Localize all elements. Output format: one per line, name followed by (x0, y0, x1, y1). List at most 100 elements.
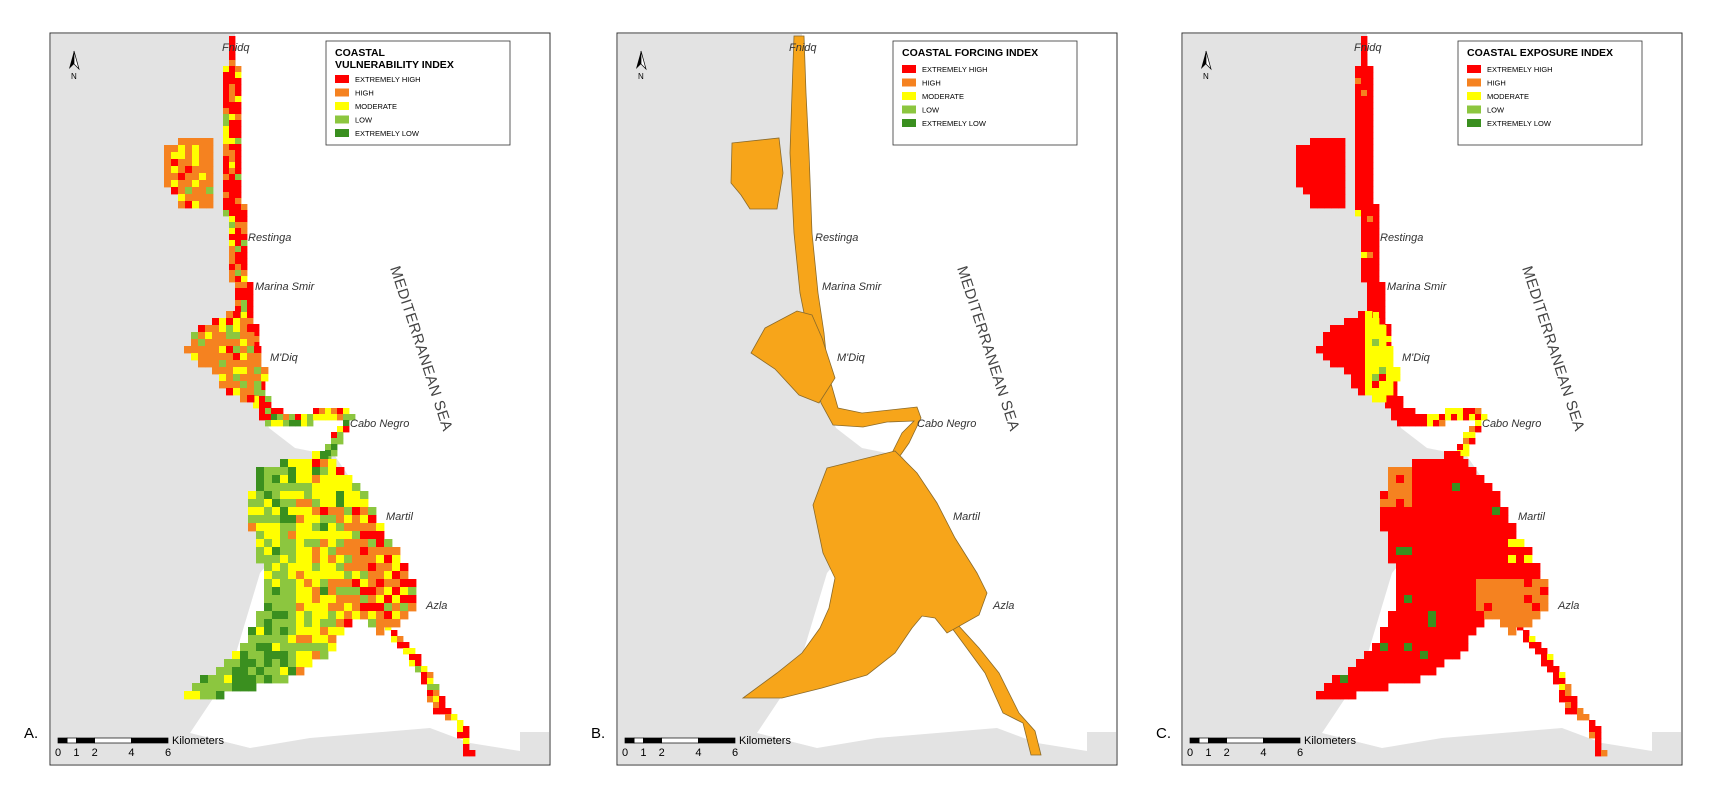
scale-tick-label: 2 (659, 747, 665, 759)
place-label: Restinga (1380, 232, 1423, 244)
legend-swatch (902, 119, 916, 127)
scale-tick-label: 6 (1297, 747, 1303, 759)
scale-tick-label: 4 (128, 747, 134, 759)
legend-swatch (902, 105, 916, 114)
legend-swatch (335, 75, 349, 83)
land-area (51, 34, 549, 764)
land-area (618, 34, 1116, 764)
legend-swatch (902, 78, 916, 87)
legend-title: COASTAL (335, 47, 386, 59)
legend-swatch (335, 115, 349, 124)
panel-label: C. (1156, 725, 1171, 742)
legend-item-label: HIGH (922, 79, 941, 88)
place-label: Azla (1557, 600, 1579, 612)
scale-tick-label: 6 (732, 747, 738, 759)
scale-tick-label: 1 (640, 747, 646, 759)
legend-item-label: EXTREMELY LOW (922, 119, 987, 128)
legend-swatch (1467, 105, 1481, 114)
legend-item-label: EXTREMELY HIGH (922, 65, 988, 74)
legend-item-label: MODERATE (1487, 92, 1529, 101)
place-label: Marina Smir (255, 281, 316, 293)
place-label: Fnidq (789, 42, 817, 54)
north-arrow-icon (1201, 51, 1206, 69)
place-label: Fnidq (222, 42, 250, 54)
forcing-zone-1 (730, 137, 784, 210)
place-label: Martil (386, 511, 413, 523)
place-label: M'Diq (1402, 352, 1431, 364)
legend-item-label: EXTREMELY LOW (355, 129, 420, 138)
legend-item-label: LOW (355, 116, 373, 125)
north-label: N (638, 72, 644, 81)
scale-tick-label: 2 (92, 747, 98, 759)
scale-tick-label: 1 (73, 747, 79, 759)
panel-label: B. (591, 725, 605, 742)
scale-tick-label: 2 (1224, 747, 1230, 759)
place-label: Restinga (815, 232, 858, 244)
place-label: Martil (953, 511, 980, 523)
scale-tick-label: 4 (695, 747, 701, 759)
place-label: Cabo Negro (1482, 418, 1541, 430)
legend-item-label: EXTREMELY HIGH (355, 75, 421, 84)
scale-tick-label: 6 (165, 747, 171, 759)
legend-swatch (902, 92, 916, 100)
legend-item-label: EXTREMELY LOW (1487, 119, 1552, 128)
place-label: Restinga (248, 232, 291, 244)
legend-swatch (335, 102, 349, 110)
legend-item-label: LOW (1487, 106, 1505, 115)
place-label: Cabo Negro (350, 418, 409, 430)
forcing-zone-2 (750, 310, 836, 404)
map-panel-c: Fnidq Restinga Marina Smir M'Diq Cabo Negro M… (1156, 32, 1683, 766)
legend-swatch (335, 129, 349, 137)
scale-tick-label: 0 (622, 747, 628, 759)
place-label: M'Diq (837, 352, 866, 364)
legend-item-label: EXTREMELY HIGH (1487, 65, 1553, 74)
panel-label: A. (24, 725, 38, 742)
map-panel-a: Fnidq Restinga Marina Smir M'Diq Cabo Negro M… (24, 32, 551, 766)
scale-tick-label: 0 (55, 747, 61, 759)
exposure-raster (1296, 36, 1608, 757)
legend-swatch (1467, 119, 1481, 127)
legend-item-label: HIGH (355, 89, 374, 98)
north-label: N (71, 72, 77, 81)
scale-unit-label: Kilometers (172, 735, 224, 747)
legend-swatch (335, 88, 349, 97)
place-label: Martil (1518, 511, 1545, 523)
legend-swatch (1467, 78, 1481, 87)
scale-tick-label: 4 (1260, 747, 1266, 759)
legend-swatch (902, 65, 916, 73)
scale-unit-label: Kilometers (739, 735, 791, 747)
place-label: Fnidq (1354, 42, 1382, 54)
legend-swatch (1467, 92, 1481, 100)
north-arrow-icon (636, 51, 641, 69)
place-label: Marina Smir (1387, 281, 1448, 293)
north-label: N (1203, 72, 1209, 81)
forcing-zone-0 (789, 35, 1042, 756)
place-label: M'Diq (270, 352, 299, 364)
north-arrow-icon (69, 51, 74, 69)
scale-unit-label: Kilometers (1304, 735, 1356, 747)
scale-tick-label: 1 (1205, 747, 1211, 759)
legend-item-label: HIGH (1487, 79, 1506, 88)
legend-title: VULNERABILITY INDEX (335, 59, 454, 71)
legend-swatch (1467, 65, 1481, 73)
land-area (1183, 34, 1681, 764)
forcing-zone-3 (741, 450, 988, 699)
place-label: Cabo Negro (917, 418, 976, 430)
legend: COASTAL FORCING INDEX EXTREMELY HIGH HIGH M… (892, 40, 1078, 146)
legend: COASTAL EXPOSURE INDEX EXTREMELY HIGH HIGH… (1457, 40, 1643, 146)
legend-title: COASTAL FORCING INDEX (902, 47, 1038, 59)
legend-item-label: MODERATE (922, 92, 964, 101)
legend-item-label: MODERATE (355, 102, 397, 111)
map-panel-b: Fnidq Restinga Marina Smir M'Diq Cabo Negro M… (591, 32, 1118, 766)
vulnerability-raster (164, 36, 476, 757)
scale-tick-label: 0 (1187, 747, 1193, 759)
legend-title: COASTAL EXPOSURE INDEX (1467, 47, 1613, 59)
place-label: Marina Smir (822, 281, 883, 293)
place-label: Azla (425, 600, 447, 612)
place-label: Azla (992, 600, 1014, 612)
